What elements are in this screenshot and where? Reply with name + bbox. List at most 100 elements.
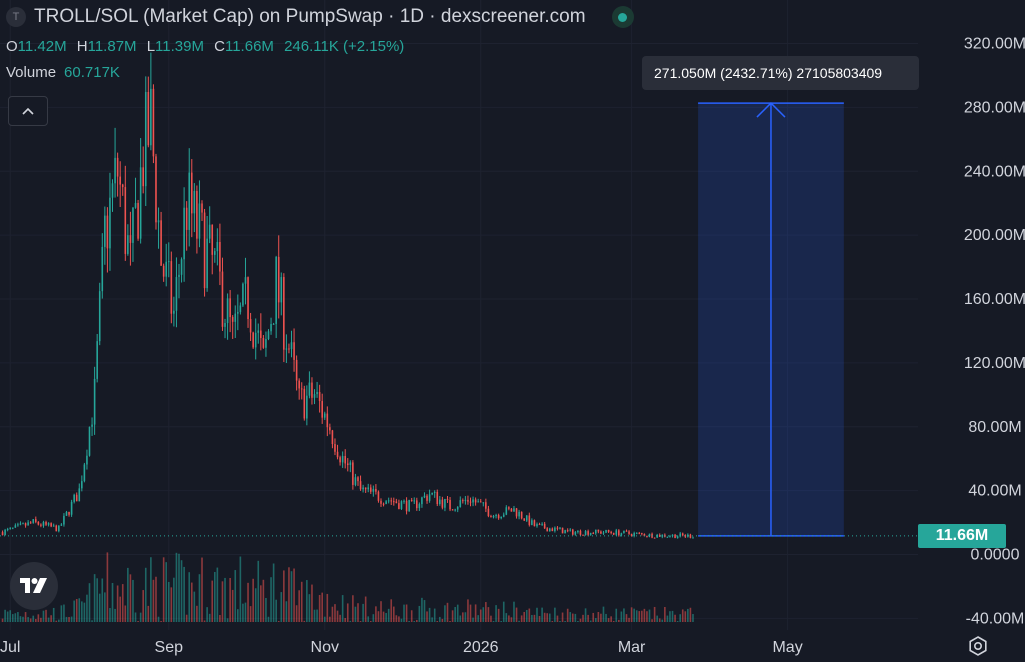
volume-bar (554, 607, 556, 622)
candle-body (577, 530, 579, 533)
volume-bar (101, 578, 104, 622)
candle-body (490, 516, 492, 518)
candle-body (104, 215, 106, 247)
volume-bar (630, 607, 633, 622)
time-axis[interactable]: Jul Sep Nov 2026 Mar May (0, 639, 803, 656)
price-axis[interactable]: 320.00M 280.00M 240.00M 200.00M 160.00M 120.0… (964, 36, 1025, 628)
volume-bar (543, 612, 546, 622)
candle-body (24, 523, 27, 526)
candle-body (587, 531, 589, 535)
volume-bar (502, 601, 505, 622)
volume-bar (293, 568, 295, 622)
candle-body (17, 524, 19, 526)
volume-bar (40, 617, 42, 622)
symbol-icon[interactable]: T (6, 7, 26, 27)
volume-bar (83, 602, 86, 622)
candle-body (311, 382, 313, 398)
volume-bar (321, 592, 323, 622)
candle-body (19, 523, 22, 525)
ohlc-values: O11.42M H11.87M L11.39M C11.66M 246.11K … (6, 38, 634, 58)
volume-bar (180, 560, 183, 622)
volume-bar (548, 613, 551, 622)
candle-body (231, 317, 234, 322)
measure-arrow-head (756, 102, 786, 118)
volume-bar (423, 600, 426, 622)
candle-body (247, 277, 249, 320)
chart-legend: T TROLL/SOL (Market Cap) on PumpSwap · 1… (6, 6, 634, 81)
candle-body (137, 203, 139, 239)
candle-body (418, 504, 421, 509)
chart-settings-button[interactable] (966, 634, 990, 658)
candle-body (492, 515, 495, 518)
volume-bar (106, 552, 109, 622)
volume-bar (60, 605, 63, 622)
candle-body (595, 529, 597, 534)
volume-bar (387, 608, 390, 622)
candle-body (518, 511, 520, 517)
last-price-label: 11.66M (918, 524, 1006, 548)
candle-body (167, 261, 170, 263)
candle-body (183, 207, 185, 260)
volume-bar (139, 612, 142, 622)
volume-bar (487, 607, 490, 622)
volume-bar (436, 621, 439, 622)
volume-bar (380, 601, 382, 622)
candle-body (372, 488, 375, 492)
candle-body (630, 533, 633, 536)
candle-body (6, 528, 9, 530)
candle-body (63, 515, 65, 525)
volume-bar (109, 608, 111, 622)
volume-bar (280, 592, 283, 622)
candle-body (439, 499, 441, 505)
volume-bar (132, 579, 134, 622)
volume-bar (556, 615, 559, 622)
candle-body (331, 430, 334, 445)
volume-bar (221, 581, 224, 622)
candle-body (571, 529, 574, 535)
candle-body (9, 527, 12, 529)
candle-body (400, 501, 403, 509)
candle-body (162, 265, 165, 277)
volume-bar (344, 618, 347, 622)
candle-body (242, 283, 244, 306)
candle-body (32, 519, 35, 523)
volume-bar (464, 612, 467, 622)
volume-bar (413, 621, 416, 622)
candle-body (472, 499, 474, 503)
open-label: O (6, 38, 18, 55)
volume-bar (587, 614, 589, 622)
volume-bar (508, 615, 510, 622)
volume-bar (446, 602, 449, 622)
candle-body (142, 167, 144, 187)
volume-bar (198, 574, 201, 622)
volume-bar (635, 610, 638, 622)
volume-bars (1, 552, 694, 622)
candle-body (528, 515, 531, 525)
candle-body (610, 531, 612, 533)
candle-body (29, 522, 32, 524)
volume-bar (602, 606, 605, 622)
volume-bar (638, 611, 641, 622)
volume-bar (50, 615, 52, 622)
volume-bar (523, 611, 526, 622)
candle-body (91, 424, 93, 427)
candle-body (132, 207, 134, 243)
status-dot-icon[interactable] (611, 6, 634, 28)
tradingview-logo-icon[interactable] (10, 562, 58, 610)
volume-bar (188, 572, 191, 622)
candle-body (398, 503, 400, 509)
collapse-legend-button[interactable] (8, 96, 48, 126)
candle-body (369, 487, 372, 492)
candle-body (459, 500, 462, 507)
volume-bar (669, 611, 671, 622)
volume-bar (538, 616, 541, 622)
price-range-measure[interactable] (698, 102, 844, 537)
volume-label: Volume (6, 64, 57, 81)
volume-bar (559, 621, 561, 622)
candle-body (681, 533, 684, 536)
volume-bar (288, 567, 290, 622)
volume-bar (462, 612, 464, 622)
candle-body (88, 426, 91, 456)
candle-body (196, 190, 198, 239)
